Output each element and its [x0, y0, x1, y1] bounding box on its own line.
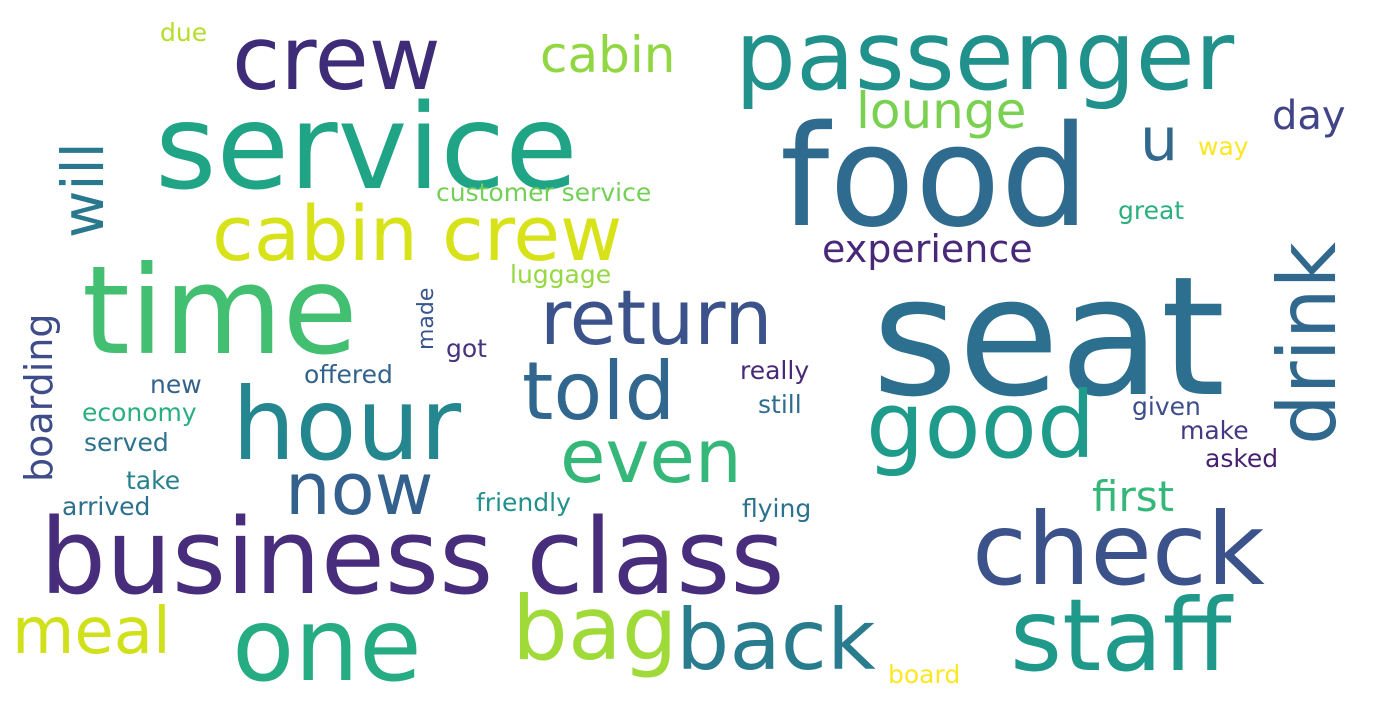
word-friendly: friendly [476, 488, 571, 517]
word-check: check [972, 491, 1265, 608]
word-service: service [155, 78, 578, 216]
word-economy: economy [82, 398, 197, 427]
word-drink: drink [1261, 242, 1354, 445]
word-offered: offered [304, 360, 393, 389]
word-board: board [888, 660, 961, 689]
word-u: u [1140, 105, 1179, 175]
word-day: day [1272, 93, 1346, 139]
word-business-class: business class [40, 496, 785, 618]
word-back: back [676, 591, 876, 689]
word-flying: flying [742, 494, 812, 523]
word-really: really [740, 356, 810, 385]
word-bag: bag [512, 577, 678, 680]
word-make: make [1180, 416, 1249, 445]
word-got: got [446, 334, 487, 363]
word-way: way [1198, 132, 1249, 161]
word-now: now [285, 447, 434, 531]
word-return: return [540, 273, 773, 362]
word-customer-service: customer service [436, 178, 652, 207]
word-seat: seat [872, 241, 1226, 433]
word-asked: asked [1205, 444, 1279, 473]
word-luggage: luggage [510, 260, 612, 289]
word-even: even [560, 414, 742, 500]
word-due: due [160, 18, 208, 47]
word-served: served [84, 428, 169, 457]
word-take: take [126, 466, 181, 495]
word-given: given [1132, 392, 1201, 421]
word-time: time [82, 240, 358, 382]
word-staff: staff [1010, 577, 1232, 694]
word-passenger: passenger [735, 0, 1235, 112]
word-one: one [232, 586, 422, 705]
word-meal: meal [12, 595, 171, 669]
word-crew: crew [232, 7, 441, 110]
word-made: made [414, 287, 439, 350]
word-experience: experience [822, 227, 1033, 271]
word-will: will [49, 142, 117, 238]
word-great: great [1118, 196, 1185, 225]
word-good: good [866, 372, 1096, 479]
word-first: first [1092, 472, 1175, 521]
word-boarding: boarding [17, 313, 61, 483]
word-arrived: arrived [62, 492, 151, 521]
word-hour: hour [232, 366, 462, 483]
word-told: told [522, 345, 676, 438]
word-new: new [150, 370, 202, 399]
word-still: still [758, 390, 802, 419]
word-cabin-crew: cabin crew [212, 189, 623, 278]
word-lounge: lounge [856, 82, 1027, 140]
word-cabin: cabin [540, 26, 676, 84]
word-food: food [780, 96, 1090, 259]
